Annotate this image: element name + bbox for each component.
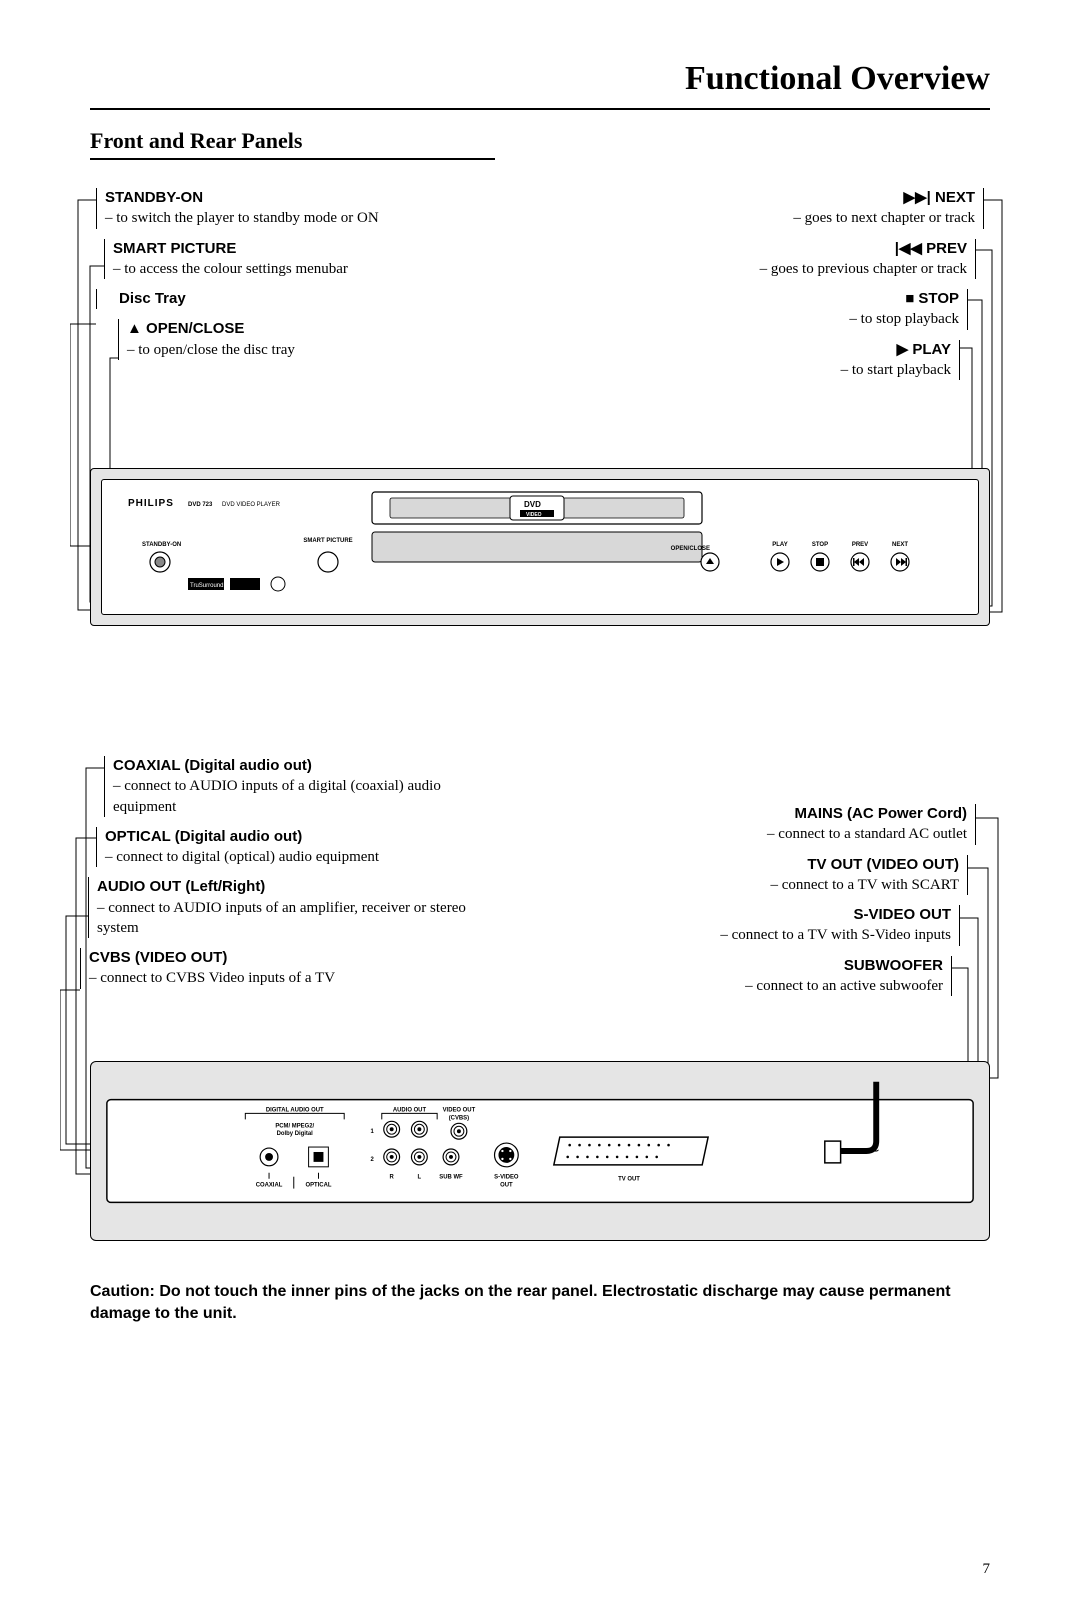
front-callouts: STANDBY-ON – to switch the player to sta…	[90, 188, 990, 458]
brand-text: PHILIPS	[128, 498, 174, 509]
callout-title: MAINS (AC Power Cord)	[646, 804, 967, 824]
svg-text:SUB WF: SUB WF	[439, 1175, 463, 1181]
standby-label: STANDBY-ON	[142, 542, 181, 548]
callout-item: SUBWOOFER – connect to an active subwoof…	[646, 956, 952, 997]
svg-text:L: L	[418, 1175, 422, 1181]
next-icon: ▶▶|	[904, 189, 931, 206]
caution-text: Caution: Do not touch the inner pins of …	[90, 1281, 990, 1326]
callout-title: SUBWOOFER	[646, 956, 943, 976]
callout-item: ▶▶| NEXT – goes to next chapter or track	[646, 188, 984, 229]
svg-text:AUDIO OUT: AUDIO OUT	[393, 1107, 427, 1113]
front-panel: PHILIPS DVD 723 DVD VIDEO PLAYER DVD VID…	[90, 468, 990, 626]
svg-text:TV OUT: TV OUT	[618, 1177, 640, 1183]
front-callouts-left: STANDBY-ON – to switch the player to sta…	[104, 188, 484, 370]
dvd-sub: VIDEO	[526, 512, 542, 518]
callout-desc: – connect to AUDIO inputs of a digital (…	[113, 776, 484, 817]
callout-desc: – to switch the player to standby mode o…	[105, 208, 484, 228]
callout-title: ▲ OPEN/CLOSE	[127, 319, 484, 339]
callout-item: AUDIO OUT (Left/Right) – connect to AUDI…	[88, 877, 484, 938]
page-number: 7	[983, 1561, 991, 1578]
section-title: Front and Rear Panels	[90, 128, 990, 154]
callout-desc: – to start playback	[646, 360, 951, 380]
callout-desc: – to stop playback	[646, 309, 959, 329]
callout-desc: – connect to an active subwoofer	[646, 976, 943, 996]
callout-title: COAXIAL (Digital audio out)	[113, 756, 484, 776]
svg-text:Dolby Digital: Dolby Digital	[277, 1131, 314, 1137]
front-callouts-right: ▶▶| NEXT – goes to next chapter or track…	[646, 188, 976, 390]
callout-title: STANDBY-ON	[105, 188, 484, 208]
callout-desc: – connect to a TV with SCART	[646, 875, 959, 895]
svg-text:NEXT: NEXT	[892, 542, 908, 548]
header-rule	[90, 108, 990, 110]
callout-desc: – connect to a standard AC outlet	[646, 824, 967, 844]
svg-text:OUT: OUT	[500, 1183, 513, 1189]
header-area: Functional Overview Front and Rear Panel…	[90, 60, 990, 160]
play-icon: ▶	[897, 341, 909, 358]
svg-text:(CVBS): (CVBS)	[449, 1115, 469, 1121]
callout-title: ▶▶| NEXT	[646, 188, 975, 208]
callout-title: SMART PICTURE	[113, 239, 484, 259]
svg-text:∼: ∼	[868, 1143, 880, 1158]
callout-title: CVBS (VIDEO OUT)	[89, 948, 484, 968]
svg-text:PLAY: PLAY	[772, 542, 787, 548]
eject-icon: ▲	[127, 320, 142, 337]
callout-title: AUDIO OUT (Left/Right)	[97, 877, 484, 897]
svg-text:OPTICAL: OPTICAL	[305, 1183, 331, 1189]
callout-item: CVBS (VIDEO OUT) – connect to CVBS Video…	[80, 948, 484, 989]
callout-item: S-VIDEO OUT – connect to a TV with S-Vid…	[646, 905, 960, 946]
rear-panel-svg: DIGITAL AUDIO OUT PCM/ MPEG2/ Dolby Digi…	[91, 1062, 989, 1240]
callout-item: MAINS (AC Power Cord) – connect to a sta…	[646, 804, 976, 845]
transport-buttons: PLAY STOP PREV NEXT	[771, 542, 909, 571]
callout-title: S-VIDEO OUT	[646, 905, 951, 925]
callout-item: ▶ PLAY – to start playback	[646, 340, 960, 381]
callout-desc: – to open/close the disc tray	[127, 340, 484, 360]
callout-desc: – connect to CVBS Video inputs of a TV	[89, 968, 484, 988]
svg-text:DIGITAL AUDIO OUT: DIGITAL AUDIO OUT	[266, 1107, 324, 1113]
front-panel-svg: PHILIPS DVD 723 DVD VIDEO PLAYER DVD VID…	[102, 480, 978, 614]
svg-text:COAXIAL: COAXIAL	[256, 1183, 283, 1189]
callout-title: Disc Tray	[105, 289, 484, 309]
model-text: DVD 723	[188, 502, 213, 508]
section-rule	[90, 158, 495, 160]
model-sub-text: DVD VIDEO PLAYER	[222, 502, 281, 508]
callout-title: |◀◀ PREV	[646, 239, 967, 259]
callout-desc: – connect to a TV with S-Video inputs	[646, 925, 951, 945]
callout-desc: – connect to AUDIO inputs of an amplifie…	[97, 898, 484, 939]
rear-callouts-right: MAINS (AC Power Cord) – connect to a sta…	[646, 804, 976, 1006]
callout-title: TV OUT (VIDEO OUT)	[646, 855, 959, 875]
openclose-label: OPEN/CLOSE	[671, 546, 710, 552]
prev-icon: |◀◀	[895, 240, 922, 257]
dvd-logo: DVD	[524, 500, 541, 509]
callout-desc: – connect to digital (optical) audio equ…	[105, 847, 484, 867]
callout-item: ■ STOP – to stop playback	[646, 289, 968, 330]
front-panel-inner: PHILIPS DVD 723 DVD VIDEO PLAYER DVD VID…	[101, 479, 979, 615]
smart-label: SMART PICTURE	[303, 538, 352, 544]
callout-title: ■ STOP	[646, 289, 959, 309]
svg-text:TruSurround: TruSurround	[190, 583, 223, 589]
callout-item: SMART PICTURE – to access the colour set…	[104, 239, 484, 280]
svg-text:S-VIDEO: S-VIDEO	[494, 1175, 519, 1181]
callout-desc: – to access the colour settings menubar	[113, 259, 484, 279]
svg-text:PREV: PREV	[852, 542, 868, 548]
svg-text:VIDEO OUT: VIDEO OUT	[443, 1107, 476, 1113]
rear-callouts-left: COAXIAL (Digital audio out) – connect to…	[104, 756, 484, 999]
callout-item: OPTICAL (Digital audio out) – connect to…	[96, 827, 484, 868]
callout-desc: – goes to next chapter or track	[646, 208, 975, 228]
callout-title: OPTICAL (Digital audio out)	[105, 827, 484, 847]
callout-item: TV OUT (VIDEO OUT) – connect to a TV wit…	[646, 855, 968, 896]
rear-panel: DIGITAL AUDIO OUT PCM/ MPEG2/ Dolby Digi…	[90, 1061, 990, 1241]
callout-item: STANDBY-ON – to switch the player to sta…	[96, 188, 484, 229]
rear-callouts: COAXIAL (Digital audio out) – connect to…	[90, 756, 990, 1051]
callout-item: |◀◀ PREV – goes to previous chapter or t…	[646, 239, 976, 280]
callout-title: ▶ PLAY	[646, 340, 951, 360]
callout-item: Disc Tray	[96, 289, 484, 309]
main-title: Functional Overview	[90, 60, 990, 98]
callout-item: ▲ OPEN/CLOSE – to open/close the disc tr…	[118, 319, 484, 360]
callout-desc: – goes to previous chapter or track	[646, 259, 967, 279]
svg-text:R: R	[390, 1175, 395, 1181]
svg-text:PCM/ MPEG2/: PCM/ MPEG2/	[275, 1123, 314, 1129]
stop-icon: ■	[905, 290, 914, 307]
callout-item: COAXIAL (Digital audio out) – connect to…	[104, 756, 484, 817]
svg-text:STOP: STOP	[812, 542, 828, 548]
